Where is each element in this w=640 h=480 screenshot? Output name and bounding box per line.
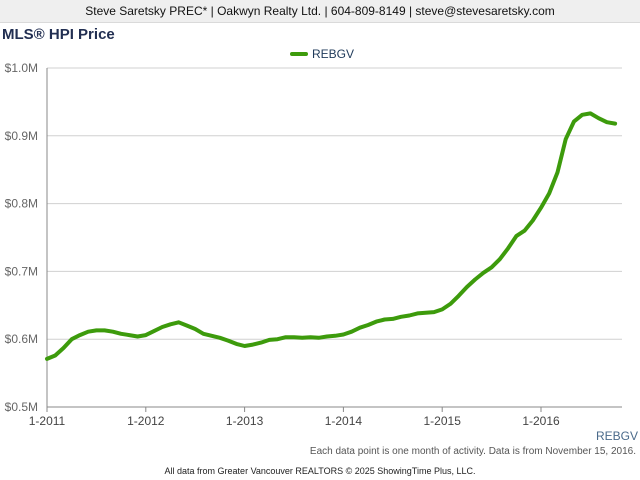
data-point xyxy=(284,335,288,339)
series-group xyxy=(45,111,618,361)
data-point xyxy=(415,311,420,315)
data-point xyxy=(547,191,551,195)
x-tick-label: 1-2014 xyxy=(325,414,363,428)
data-point xyxy=(317,336,321,340)
data-point xyxy=(358,326,362,330)
data-point xyxy=(308,335,313,339)
data-point xyxy=(531,218,535,223)
data-point xyxy=(259,341,263,345)
data-point xyxy=(498,257,502,261)
x-axis-ticks: 1-2011 1-2012 1-2013 1-2014 1-2015 1-2016 xyxy=(29,407,560,428)
data-point xyxy=(251,343,255,347)
data-point xyxy=(111,330,115,334)
data-point xyxy=(555,170,560,174)
data-point xyxy=(457,294,461,298)
data-point xyxy=(152,329,156,333)
data-point xyxy=(481,271,485,275)
data-point xyxy=(407,313,411,318)
data-credit: All data from Greater Vancouver REALTORS… xyxy=(164,466,476,476)
data-point xyxy=(506,246,510,250)
data-point xyxy=(267,338,271,342)
data-point xyxy=(514,234,518,238)
data-point xyxy=(136,334,140,339)
data-point xyxy=(391,317,395,321)
contact-header-bar: Steve Saretsky PREC* | Oakwyn Realty Ltd… xyxy=(0,0,640,23)
data-point xyxy=(210,334,214,338)
data-point xyxy=(160,325,164,329)
y-tick-label: $0.8M xyxy=(5,197,38,211)
gridlines xyxy=(47,67,622,340)
data-point xyxy=(201,332,205,336)
legend-swatch xyxy=(290,52,308,56)
data-point xyxy=(613,122,617,126)
data-point xyxy=(275,337,280,341)
data-point xyxy=(350,330,354,334)
data-point xyxy=(292,335,296,339)
data-point xyxy=(127,333,131,337)
x-tick-label: 1-2012 xyxy=(127,414,165,428)
axes xyxy=(46,68,622,408)
data-point xyxy=(465,285,469,289)
data-point xyxy=(440,307,444,311)
data-point xyxy=(61,346,66,350)
data-point xyxy=(473,277,477,282)
data-point xyxy=(374,320,378,324)
data-point xyxy=(94,328,98,332)
data-point xyxy=(383,317,387,322)
data-point xyxy=(177,320,181,324)
x-tick-label: 1-2015 xyxy=(424,414,462,428)
data-point xyxy=(78,333,82,337)
data-footnote: Each data point is one month of activity… xyxy=(309,446,636,457)
data-point xyxy=(168,322,173,326)
data-point xyxy=(325,334,329,339)
data-point xyxy=(432,310,436,314)
data-point xyxy=(70,337,74,341)
data-point xyxy=(341,332,345,337)
data-point xyxy=(605,120,609,124)
y-tick-label: $0.9M xyxy=(5,129,38,143)
data-point xyxy=(218,336,222,340)
data-point xyxy=(45,357,49,361)
y-axis-ticks: $0.5M $0.6M $0.7M $0.8M $0.9M $1.0M xyxy=(5,61,38,414)
x-tick-label: 1-2016 xyxy=(522,414,560,428)
data-point xyxy=(539,206,543,210)
data-point xyxy=(588,111,593,115)
data-point xyxy=(522,229,527,233)
data-point xyxy=(86,330,90,334)
y-tick-label: $1.0M xyxy=(5,61,38,75)
data-point xyxy=(366,323,370,327)
data-point xyxy=(103,328,107,332)
data-point xyxy=(185,324,189,328)
data-point xyxy=(597,116,601,120)
series-line-rebgv xyxy=(45,111,618,361)
series-label-bottom: REBGV xyxy=(595,429,638,443)
data-point xyxy=(119,332,123,336)
legend-label: REBGV xyxy=(312,47,355,61)
data-point xyxy=(564,137,568,141)
contact-info: Steve Saretsky PREC* | Oakwyn Realty Ltd… xyxy=(85,4,555,18)
data-point xyxy=(399,315,403,319)
y-tick-label: $0.5M xyxy=(5,400,38,414)
data-point xyxy=(53,353,57,358)
data-point xyxy=(300,336,304,340)
data-point xyxy=(193,327,197,331)
x-tick-label: 1-2013 xyxy=(226,414,264,428)
data-point xyxy=(572,120,576,124)
data-point xyxy=(226,339,230,343)
data-point xyxy=(333,334,337,338)
data-point xyxy=(243,344,247,348)
y-tick-label: $0.7M xyxy=(5,264,38,278)
data-point xyxy=(424,311,428,315)
data-point xyxy=(490,265,494,269)
x-tick-label: 1-2011 xyxy=(29,414,66,428)
y-tick-label: $0.6M xyxy=(5,332,38,346)
chart-title: MLS® HPI Price xyxy=(2,26,115,43)
data-point xyxy=(144,333,148,337)
data-point xyxy=(234,342,238,346)
data-point xyxy=(448,302,452,306)
data-point xyxy=(580,113,584,117)
